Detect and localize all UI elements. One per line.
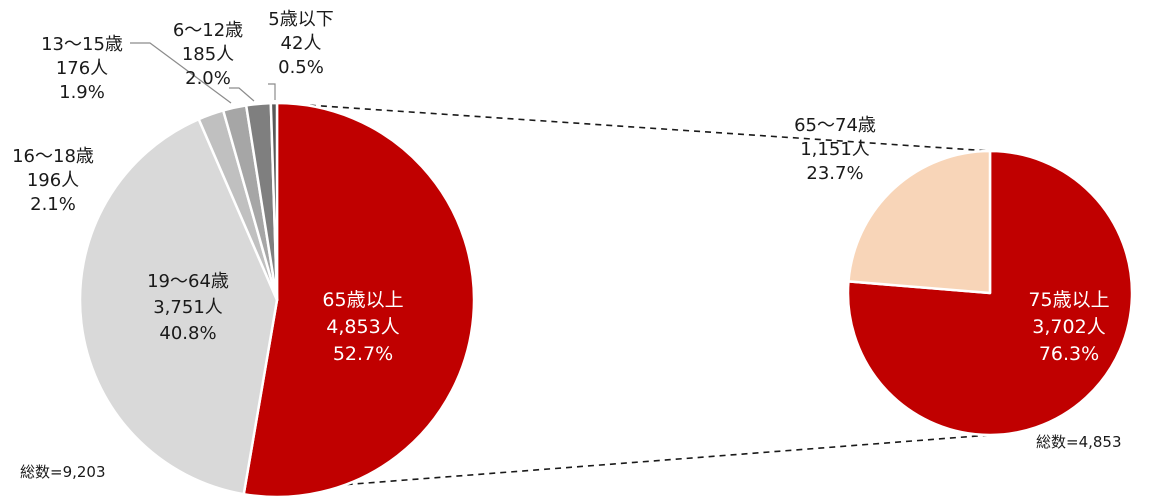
leader-line <box>268 83 276 100</box>
slice-label-name: 75歳以上 <box>1028 289 1109 311</box>
leader-line <box>229 87 255 102</box>
slice-label: 5歳以下 42人 0.5% <box>268 9 333 78</box>
pie-slice-19-to-64 <box>78 117 279 496</box>
pie-slice-75-plus <box>846 149 1134 437</box>
slice-label-name: 6〜12歳 <box>173 20 243 41</box>
slice-label: 75歳以上 3,702人 76.3% <box>1028 289 1109 365</box>
slice-label-name: 16〜18歳 <box>12 146 94 167</box>
slice-label-count: 4,853人 <box>326 316 399 338</box>
slice-label-percent: 52.7% <box>333 343 393 365</box>
slice-label-percent: 40.8% <box>159 323 216 344</box>
pie-slice-65-to-74 <box>847 149 992 295</box>
leader-line <box>130 42 232 104</box>
slice-label: 6〜12歳 185人 2.0% <box>173 20 243 89</box>
total-label-right: 総数=4,853 <box>1036 433 1122 451</box>
connector-line-bottom <box>236 434 991 494</box>
slice-label-percent: 76.3% <box>1039 343 1099 365</box>
slice-label-percent: 0.5% <box>278 57 324 78</box>
slice-label-percent: 23.7% <box>806 163 863 184</box>
slice-label-count: 42人 <box>281 33 322 54</box>
pie-65-plus-breakdown <box>846 149 1134 437</box>
connector-lines <box>236 102 991 494</box>
slice-label: 65〜74歳 1,151人 23.7% <box>794 115 876 184</box>
slice-label-count: 176人 <box>56 58 108 79</box>
slice-label-name: 65〜74歳 <box>794 115 876 136</box>
connector-line-top <box>276 102 991 152</box>
total-label-left: 総数=9,203 <box>20 463 106 481</box>
slice-label-name: 19〜64歳 <box>147 271 229 292</box>
slice-label-percent: 2.0% <box>185 68 231 89</box>
slice-label-count: 185人 <box>182 44 234 65</box>
leader-lines <box>130 42 276 104</box>
slice-label-count: 3,702人 <box>1032 316 1105 338</box>
slice-label-name: 13〜15歳 <box>41 34 123 55</box>
slice-label-percent: 2.1% <box>30 194 76 215</box>
pie-slice-65-plus <box>242 101 476 499</box>
slice-label-count: 3,751人 <box>153 297 223 318</box>
slice-label-name: 65歳以上 <box>322 289 403 311</box>
pie-slice-5-and-under <box>269 101 279 302</box>
pie-all-ages <box>78 101 476 499</box>
slice-label: 13〜15歳 176人 1.9% <box>41 34 123 103</box>
slice-label-count: 1,151人 <box>800 139 870 160</box>
slice-label-name: 5歳以下 <box>268 9 333 30</box>
slice-label-count: 196人 <box>27 170 79 191</box>
slice-label: 19〜64歳 3,751人 40.8% <box>147 271 229 344</box>
slice-label-percent: 1.9% <box>59 82 105 103</box>
slice-labels: 65歳以上 4,853人 52.7%19〜64歳 3,751人 40.8%16〜18歳 1… <box>12 9 1110 365</box>
slice-label: 16〜18歳 196人 2.1% <box>12 146 94 215</box>
slice-label: 65歳以上 4,853人 52.7% <box>322 289 403 365</box>
